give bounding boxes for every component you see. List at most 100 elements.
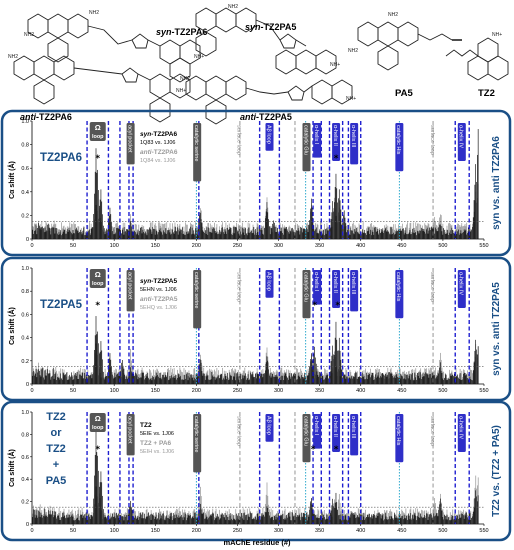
bar-primary — [434, 233, 435, 239]
bar-secondary — [251, 512, 253, 524]
bar-primary — [406, 234, 407, 239]
bar-primary — [78, 520, 80, 524]
bar-primary — [272, 516, 273, 524]
bar-primary — [164, 372, 166, 384]
y-tick-label: 0.6 — [21, 166, 29, 172]
bar-primary — [398, 229, 399, 239]
bar-primary — [260, 229, 261, 239]
bar-primary — [264, 373, 265, 384]
bar-secondary — [358, 509, 360, 524]
bar-primary — [72, 379, 74, 384]
bar-primary — [424, 515, 426, 524]
bar-primary — [202, 375, 204, 384]
bar-primary — [329, 371, 330, 384]
bar-primary — [80, 514, 82, 524]
bar-primary — [209, 379, 211, 384]
bar-secondary — [443, 512, 445, 524]
bar-primary — [89, 375, 91, 384]
bar-primary — [91, 228, 93, 239]
x-tick-label: 550 — [479, 243, 488, 249]
bar-primary — [377, 376, 379, 384]
omega-loop-symbol: Ω — [95, 123, 101, 132]
bar-primary — [181, 379, 182, 384]
region-label-box — [457, 123, 466, 161]
bar-secondary — [435, 367, 436, 384]
bar-primary — [205, 376, 207, 384]
bar-primary — [430, 514, 432, 524]
bar-secondary — [458, 225, 460, 239]
bar-secondary — [137, 368, 139, 384]
bar-primary — [396, 374, 398, 384]
bar-primary — [98, 470, 99, 524]
bar-primary — [242, 232, 244, 239]
bar-primary — [277, 227, 278, 239]
bar-secondary — [158, 508, 160, 524]
bar-secondary — [68, 509, 70, 524]
region-label-box — [395, 414, 404, 463]
significance-star: * — [311, 445, 316, 455]
bar-secondary — [184, 509, 186, 524]
bar-primary — [248, 227, 250, 239]
bar-primary — [410, 513, 412, 524]
x-tick-label: 300 — [274, 243, 283, 249]
bar-primary — [71, 232, 72, 239]
bar-primary — [111, 517, 112, 524]
bar-primary — [137, 379, 139, 384]
bar-secondary — [449, 512, 451, 524]
bar-primary — [358, 517, 360, 524]
bar-primary — [49, 228, 51, 239]
bar-primary — [163, 519, 165, 524]
bar-primary — [32, 517, 34, 524]
legend-comparison: 5EHQ vs. 1J06 — [140, 305, 177, 311]
panel-side-title: TZ2 vs. (TZ2 + PA5) — [491, 425, 502, 517]
bar-primary — [48, 227, 50, 239]
bar-primary — [154, 377, 156, 384]
bar-primary — [156, 372, 158, 384]
bar-secondary — [154, 370, 156, 384]
bar-primary — [477, 501, 478, 524]
bar-secondary — [237, 513, 239, 524]
bar-primary — [181, 229, 182, 239]
bar-primary — [473, 200, 475, 239]
bar-primary — [278, 512, 279, 524]
bar-secondary — [379, 368, 380, 384]
bar-primary — [252, 232, 254, 239]
structure-pa5 — [357, 21, 462, 71]
bar-primary — [391, 516, 393, 524]
bar-primary — [219, 518, 221, 524]
bar-primary — [226, 379, 227, 384]
bar-secondary — [297, 368, 298, 384]
bar-secondary — [425, 224, 426, 239]
bar-primary — [228, 228, 230, 239]
bar-secondary — [78, 226, 80, 239]
bar-primary — [253, 227, 255, 239]
bar-primary — [37, 372, 38, 384]
bar-primary — [208, 379, 209, 384]
bar-primary — [120, 514, 121, 524]
region-label-ab-loop: Aβ loop — [265, 414, 274, 442]
bar-primary — [295, 232, 297, 239]
bar-primary — [157, 374, 158, 384]
bar-primary — [417, 231, 419, 239]
bar-primary — [89, 234, 91, 239]
bar-secondary — [373, 225, 375, 239]
significance-star: * — [335, 301, 340, 311]
bar-primary — [348, 516, 350, 524]
bar-primary — [325, 518, 327, 524]
bar-primary — [297, 515, 298, 524]
bar-primary — [444, 233, 446, 239]
bar-primary — [85, 378, 86, 384]
bar-primary — [336, 502, 338, 524]
bar-primary — [45, 375, 47, 384]
region-label-text: α-helix I — [313, 416, 319, 436]
bar-primary — [434, 516, 435, 524]
region-label-text: catalytic Glu — [302, 416, 308, 446]
x-tick-label: 0 — [30, 528, 33, 534]
bar-primary — [46, 230, 47, 239]
bar-secondary — [430, 367, 432, 384]
panel-label: TZ2PA5 — [40, 299, 83, 311]
bar-primary — [275, 519, 277, 524]
bar-primary — [375, 374, 376, 384]
bar-secondary — [169, 223, 171, 239]
legend-title-prefix: syn — [140, 278, 151, 285]
